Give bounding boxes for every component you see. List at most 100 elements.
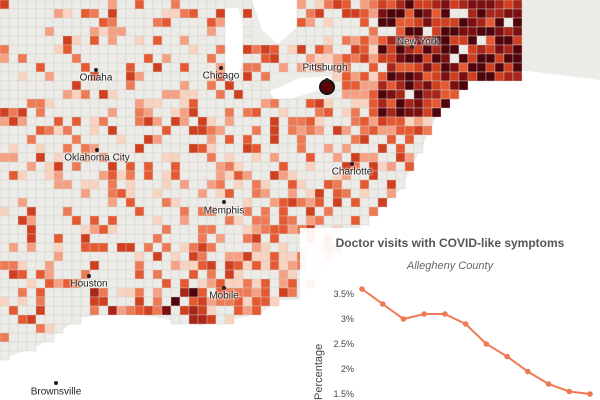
county-cell <box>152 287 163 298</box>
county-cell <box>260 206 271 217</box>
county-cell <box>98 242 109 253</box>
county-cell <box>89 98 100 109</box>
county-cell <box>71 35 82 46</box>
county-cell <box>305 161 316 172</box>
county-cell <box>179 161 190 172</box>
county-cell <box>296 98 307 109</box>
county-cell <box>116 26 127 37</box>
data-point[interactable] <box>442 311 448 317</box>
county-cell <box>125 125 136 136</box>
county-cell <box>206 269 217 280</box>
county-cell <box>251 305 262 316</box>
county-cell <box>8 233 19 244</box>
county-cell <box>278 62 289 73</box>
county-cell <box>296 125 307 136</box>
county-cell <box>8 269 19 280</box>
county-cell <box>134 188 145 199</box>
county-cell <box>134 35 145 46</box>
county-cell <box>80 188 91 199</box>
county-cell <box>107 125 118 136</box>
data-point[interactable] <box>566 388 573 395</box>
county-cell <box>116 0 127 10</box>
county-cell <box>0 26 10 37</box>
county-cell <box>125 305 136 316</box>
data-point[interactable] <box>462 321 469 327</box>
county-cell <box>134 143 145 154</box>
county-cell <box>242 143 253 154</box>
county-cell <box>233 233 244 244</box>
county-cell <box>71 242 82 253</box>
data-point[interactable] <box>525 368 531 375</box>
county-cell <box>296 206 307 217</box>
data-point[interactable] <box>483 341 490 347</box>
county-cell <box>0 323 10 334</box>
lake-erie <box>268 76 334 102</box>
county-cell <box>242 53 253 64</box>
county-cell <box>395 152 406 163</box>
county-cell <box>62 224 73 235</box>
county-cell <box>152 17 163 28</box>
county-cell <box>188 314 199 325</box>
county-cell <box>170 116 181 127</box>
county-cell <box>341 35 352 46</box>
county-cell <box>98 305 109 316</box>
county-cell <box>332 35 343 46</box>
county-cell <box>152 242 163 253</box>
city-label-chicago: Chicago <box>202 70 240 82</box>
data-point[interactable] <box>359 286 365 292</box>
county-cell <box>386 152 397 163</box>
county-cell <box>332 125 343 136</box>
county-cell <box>287 287 298 298</box>
county-cell <box>215 143 226 154</box>
county-cell <box>242 62 253 73</box>
county-cell <box>98 116 109 127</box>
county-cell <box>395 98 406 109</box>
allegheny-county-highlight[interactable] <box>319 79 335 95</box>
county-cell <box>125 134 136 145</box>
county-cell <box>206 224 217 235</box>
county-cell <box>152 26 163 37</box>
county-cell <box>161 53 172 64</box>
county-cell <box>71 170 82 181</box>
county-cell <box>125 35 136 46</box>
county-cell <box>161 35 172 46</box>
county-cell <box>386 89 397 100</box>
county-cell <box>161 269 172 280</box>
county-cell <box>89 296 100 307</box>
county-cell <box>80 179 91 190</box>
data-point[interactable] <box>504 353 510 360</box>
data-point[interactable] <box>379 301 386 307</box>
county-cell <box>296 35 307 46</box>
county-cell <box>188 287 199 298</box>
county-cell <box>206 143 217 154</box>
county-cell <box>170 251 181 262</box>
county-cell <box>188 278 199 289</box>
county-cell <box>287 233 298 244</box>
county-cell <box>134 305 145 316</box>
data-point[interactable] <box>545 381 552 387</box>
county-cell <box>170 224 181 235</box>
county-cell <box>359 44 370 55</box>
county-cell <box>53 305 64 316</box>
county-cell <box>305 35 316 46</box>
data-point[interactable] <box>587 391 593 397</box>
county-cell <box>359 62 370 73</box>
county-cell <box>26 260 37 271</box>
county-cell <box>26 53 37 64</box>
county-cell <box>89 17 100 28</box>
data-point[interactable] <box>421 311 427 317</box>
county-cell <box>269 161 280 172</box>
county-cell <box>35 233 46 244</box>
county-cell <box>215 224 226 235</box>
county-cell <box>152 251 163 262</box>
county-cell <box>98 62 109 73</box>
county-cell <box>287 161 298 172</box>
county-cell <box>125 224 136 235</box>
county-cell <box>143 170 154 181</box>
county-cell <box>197 8 208 19</box>
county-cell <box>395 8 406 19</box>
county-cell <box>62 314 73 325</box>
data-point[interactable] <box>400 316 407 322</box>
county-cell <box>53 8 64 19</box>
county-cell <box>440 98 451 109</box>
